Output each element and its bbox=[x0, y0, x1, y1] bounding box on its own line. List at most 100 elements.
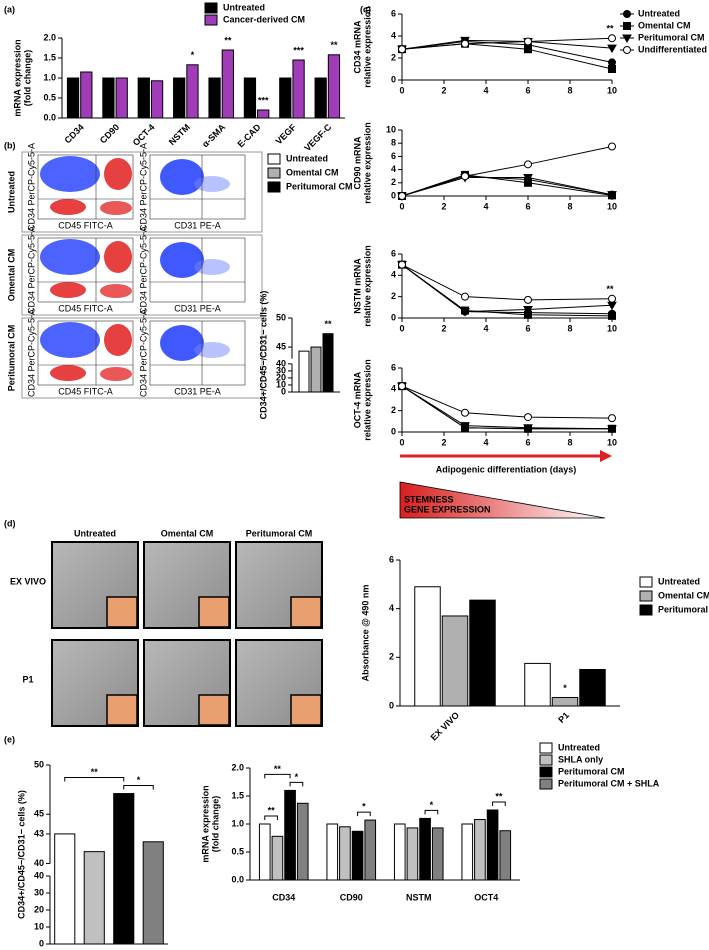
bar bbox=[292, 59, 305, 119]
y-tick-label: 2 bbox=[391, 52, 396, 62]
y-tick-label: 0.0 bbox=[231, 874, 244, 884]
flow-x-label: CD45 FITC-A bbox=[58, 303, 113, 313]
bar bbox=[579, 669, 606, 707]
y-tick-label: 30 bbox=[276, 365, 286, 375]
point bbox=[608, 311, 616, 320]
significance-label: ** bbox=[91, 767, 99, 777]
bar bbox=[486, 809, 499, 881]
point bbox=[608, 58, 616, 67]
significance-label: * bbox=[137, 775, 141, 785]
bar bbox=[419, 817, 431, 881]
legend-swatch bbox=[267, 153, 281, 165]
micrograph bbox=[51, 541, 139, 629]
line bbox=[401, 146, 613, 197]
y-tick-label: 40 bbox=[34, 870, 44, 880]
bar bbox=[221, 49, 234, 119]
y-tick-label: 6 bbox=[391, 362, 396, 372]
legend-swatch bbox=[639, 604, 653, 616]
bar bbox=[461, 823, 474, 881]
bar bbox=[208, 77, 221, 119]
significance-label: * bbox=[430, 800, 434, 810]
legend-label: Peritumoral CM + SHLA bbox=[558, 778, 660, 788]
y-tick-label: 2 bbox=[391, 291, 396, 301]
line bbox=[401, 264, 613, 313]
bar bbox=[469, 599, 496, 707]
bar bbox=[54, 833, 76, 945]
bar bbox=[524, 662, 551, 707]
x-tick-label: 6 bbox=[525, 201, 530, 211]
y-axis-label: NSTM mRNA bbox=[352, 258, 362, 314]
flow-y-label: CD34 PerCP-Cy5-5-A bbox=[138, 309, 148, 397]
flow-y-label: CD34 PerCP-Cy5-5-A bbox=[26, 309, 36, 397]
flow-population bbox=[40, 156, 100, 192]
significance-label: * bbox=[563, 683, 567, 693]
point bbox=[524, 160, 532, 169]
legend-swatch bbox=[539, 778, 553, 790]
legend-label: Peritumoral CM bbox=[558, 766, 625, 776]
significance-label: ** bbox=[606, 284, 614, 294]
x-tick-label: EX VIVO bbox=[429, 710, 462, 743]
micrograph-inset bbox=[106, 596, 138, 628]
micrograph-inset bbox=[290, 694, 322, 726]
x-tick-label: 6 bbox=[525, 323, 530, 333]
x-tick-label: 2 bbox=[441, 437, 446, 447]
y-tick-label: 50 bbox=[34, 759, 44, 769]
legend-label: Peritumoral CM bbox=[658, 604, 709, 614]
significance-bracket bbox=[264, 773, 291, 779]
y-axis-label: (fold change) bbox=[22, 50, 32, 107]
y-axis-label: relative expression bbox=[362, 245, 372, 327]
y-tick-label: 10 bbox=[276, 379, 286, 389]
micro-row-label: EX VIVO bbox=[10, 576, 46, 586]
bar bbox=[551, 696, 579, 707]
legend-swatch bbox=[539, 766, 553, 778]
x-tick-label: 8 bbox=[567, 437, 572, 447]
x-tick-label: 0 bbox=[399, 323, 404, 333]
y-tick-label: 45 bbox=[276, 341, 286, 351]
legend-label: Peritumoral CM bbox=[638, 32, 705, 42]
x-tick-label: OCT4 bbox=[474, 892, 498, 902]
x-tick-label: 2 bbox=[441, 323, 446, 333]
line bbox=[401, 43, 613, 70]
flow-population bbox=[194, 342, 230, 358]
legend-label: Peritumoral CM bbox=[286, 181, 353, 191]
point bbox=[608, 142, 616, 151]
x-tick-label: 10 bbox=[607, 201, 617, 211]
y-tick-label: 1.0 bbox=[43, 72, 56, 82]
flow-population bbox=[194, 176, 230, 192]
bar bbox=[186, 64, 199, 119]
flow-population bbox=[50, 282, 86, 298]
point bbox=[398, 45, 406, 54]
x-tick-label: 4 bbox=[483, 201, 488, 211]
bar bbox=[137, 77, 150, 119]
point bbox=[398, 192, 406, 200]
point bbox=[623, 22, 631, 30]
x-tick-label: 10 bbox=[607, 323, 617, 333]
point bbox=[608, 65, 616, 73]
flow-x-label: CD31 PE-A bbox=[174, 386, 221, 396]
y-axis-label: Absorbance @ 490 nm bbox=[360, 585, 370, 682]
bar bbox=[441, 615, 469, 707]
y-axis-label: OCT-4 mRNA bbox=[352, 371, 362, 428]
micrograph-inset bbox=[198, 596, 230, 628]
stemness-label: GENE EXPRESSION bbox=[404, 504, 491, 514]
y-axis-label: (fold change) bbox=[210, 796, 220, 853]
x-tick-label: 8 bbox=[567, 201, 572, 211]
line bbox=[401, 264, 613, 301]
y-tick-label: 1.5 bbox=[43, 52, 56, 62]
y-tick-label: 4 bbox=[391, 164, 396, 174]
x-tick-label: 2 bbox=[441, 201, 446, 211]
y-tick-label: 2.0 bbox=[43, 32, 56, 42]
bar bbox=[102, 77, 115, 119]
x-tick-label: 0 bbox=[399, 437, 404, 447]
x-tick-label: NSTM bbox=[406, 892, 432, 902]
legend-swatch bbox=[639, 590, 653, 602]
significance-bracket bbox=[289, 781, 304, 787]
flow-x-label: CD45 FITC-A bbox=[58, 386, 113, 396]
legend-label: Undifferentiated bbox=[638, 44, 707, 54]
y-tick-label: 4 bbox=[391, 30, 396, 40]
bar bbox=[296, 802, 309, 881]
arrow-label: Adipogenic differentiation (days) bbox=[436, 464, 577, 474]
y-tick-label: 1.5 bbox=[231, 790, 244, 800]
legend-label: Untreated bbox=[558, 742, 600, 752]
